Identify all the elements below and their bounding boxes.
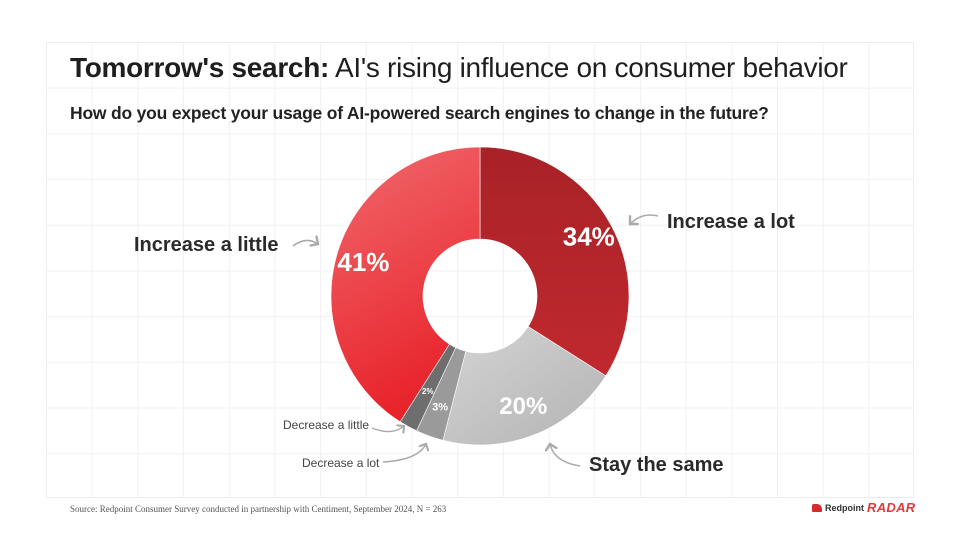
arrow-increase-a-lot <box>630 214 659 224</box>
arrow-increase-a-little <box>292 240 318 246</box>
brand-logo: Redpoint RADAR <box>812 500 915 515</box>
slice-stay-the-same <box>442 326 607 446</box>
chart-question: How do you expect your usage of AI-power… <box>70 103 769 123</box>
data-label-stay-the-same: 20% <box>499 393 547 420</box>
data-label-decrease-a-lot: 3% <box>432 402 448 414</box>
data-label-decrease-a-little: 2% <box>422 387 434 396</box>
legend-label-decrease-a-lot: Decrease a lot <box>302 456 380 470</box>
legend-label-increase-a-little: Increase a little <box>134 234 279 256</box>
source-note: Source: Redpoint Consumer Survey conduct… <box>70 504 447 514</box>
legend-label-decrease-a-little: Decrease a little <box>283 418 369 432</box>
arrow-decrease-a-little <box>371 426 404 432</box>
page-title: Tomorrow's search: AI's rising influence… <box>70 52 848 84</box>
brand-product: RADAR <box>867 500 916 515</box>
title-rest: AI's rising influence on consumer behavi… <box>334 52 848 83</box>
data-label-increase-a-little: 41% <box>337 247 389 277</box>
arrow-stay-the-same <box>550 444 581 467</box>
data-label-increase-a-lot: 34% <box>563 221 615 251</box>
legend-label-increase-a-lot: Increase a lot <box>667 211 795 233</box>
slice-increase-a-lot <box>479 146 630 377</box>
title-bold: Tomorrow's search: <box>70 52 330 83</box>
brand-name: Redpoint <box>825 502 864 513</box>
arrow-decrease-a-lot <box>382 444 426 463</box>
redpoint-logo-icon <box>812 503 822 512</box>
slice-increase-a-little <box>330 146 481 423</box>
legend-label-stay-the-same: Stay the same <box>589 454 724 476</box>
